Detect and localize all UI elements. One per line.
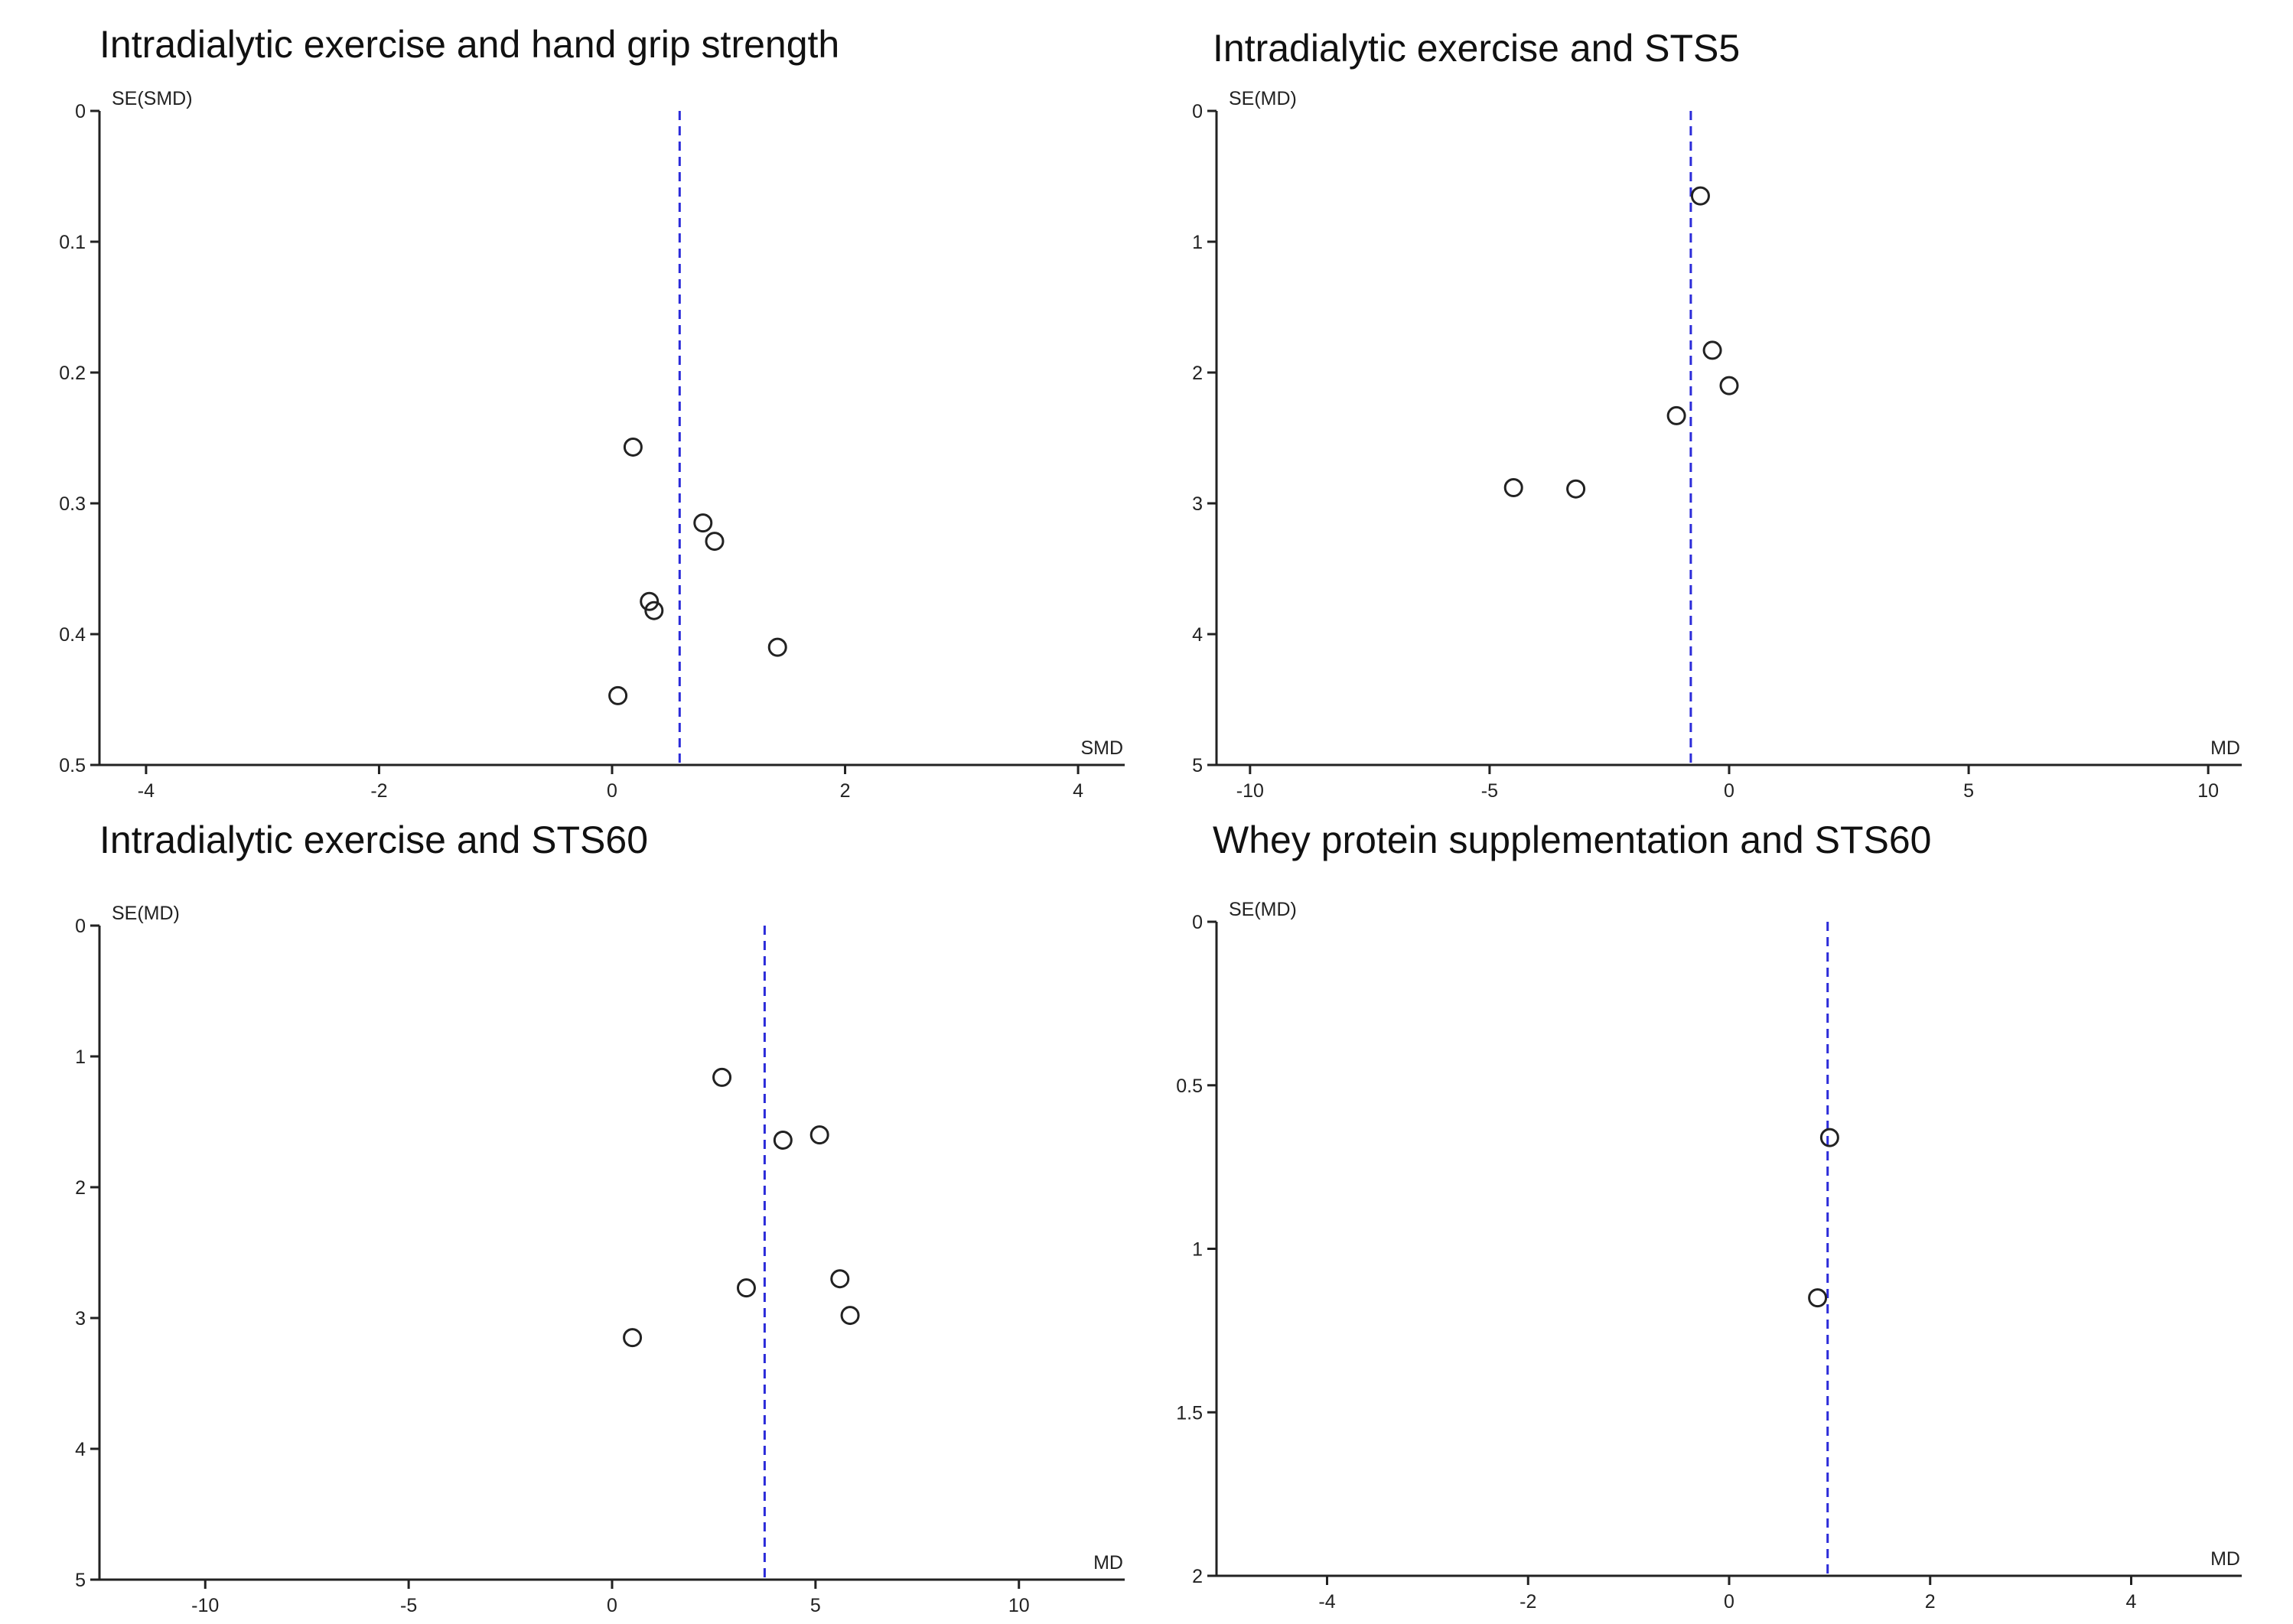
- study-point-1: [623, 437, 643, 457]
- study-point-3: [705, 532, 725, 552]
- study-point-1: [1690, 186, 1710, 206]
- x-tick-label: 0: [1724, 1591, 1734, 1613]
- y-tick-label: 0.1: [59, 232, 86, 253]
- x-tick-label: -10: [1236, 780, 1264, 802]
- study-point-2: [1808, 1288, 1828, 1308]
- x-axis-label: MD: [2210, 737, 2240, 759]
- y-tick-label: 2: [75, 1177, 86, 1199]
- study-point-1: [1819, 1128, 1839, 1147]
- y-axis-label: SE(MD): [1229, 88, 1297, 109]
- y-tick-label: 0: [1192, 912, 1203, 933]
- y-tick-label: 1: [1192, 232, 1203, 253]
- study-point-2: [1702, 340, 1722, 360]
- x-tick-label: 10: [1008, 1595, 1030, 1616]
- x-tick-label: -2: [370, 780, 387, 802]
- y-tick-label: 0.2: [59, 363, 86, 384]
- y-tick-label: 1: [1192, 1239, 1203, 1261]
- y-tick-label: 0.3: [59, 493, 86, 515]
- y-axis-label: SE(MD): [1229, 899, 1297, 920]
- study-point-4: [830, 1269, 850, 1289]
- study-point-3: [1719, 376, 1739, 395]
- x-tick-label: 0: [607, 780, 617, 802]
- y-tick-label: 2: [1192, 1566, 1203, 1587]
- study-point-7: [608, 685, 628, 705]
- x-tick-label: -2: [1519, 1591, 1536, 1613]
- x-tick-label: 0: [1724, 780, 1734, 802]
- panel-title: Whey protein supplementation and STS60: [1213, 819, 1931, 861]
- y-tick-label: 0: [1192, 101, 1203, 122]
- study-point-4: [640, 591, 660, 611]
- study-point-5: [736, 1278, 756, 1298]
- x-tick-label: 2: [1925, 1591, 1936, 1613]
- x-tick-label: -4: [1318, 1591, 1335, 1613]
- panel-title: Intradialytic exercise and hand grip str…: [99, 23, 839, 66]
- x-tick-label: -4: [138, 780, 155, 802]
- study-point-2: [693, 513, 713, 533]
- study-point-6: [767, 637, 787, 657]
- y-tick-label: 2: [1192, 363, 1203, 384]
- y-tick-label: 5: [1192, 755, 1203, 776]
- study-point-6: [840, 1306, 860, 1326]
- x-tick-label: -5: [400, 1595, 417, 1616]
- panel-title: Intradialytic exercise and STS5: [1213, 27, 1740, 70]
- x-axis-label: MD: [2210, 1548, 2240, 1570]
- x-tick-label: 5: [1963, 780, 1974, 802]
- study-point-5: [1503, 477, 1523, 497]
- y-tick-label: 3: [75, 1308, 86, 1329]
- y-tick-label: 1.5: [1176, 1402, 1203, 1424]
- y-axis-label: SE(MD): [112, 903, 180, 924]
- funnel-panel-4: Whey protein supplementation and STS60 0 0…: [1176, 819, 2242, 1613]
- funnel-panel-3: Intradialytic exercise and STS60 0 1 2 3 4 5 -1…: [75, 819, 1125, 1616]
- study-point-3: [773, 1130, 793, 1150]
- y-tick-label: 0.4: [59, 624, 86, 646]
- y-tick-label: 0: [75, 101, 86, 122]
- panel-title: Intradialytic exercise and STS60: [99, 819, 648, 861]
- y-tick-label: 0.5: [1176, 1076, 1203, 1097]
- funnel-panel-2: Intradialytic exercise and STS5 0 1 2 3 4 5 -10…: [1192, 27, 2242, 802]
- y-tick-label: 5: [75, 1570, 86, 1591]
- study-point-7: [623, 1328, 643, 1348]
- study-point-5: [644, 600, 664, 620]
- funnel-panel-1: Intradialytic exercise and hand grip str…: [59, 23, 1125, 802]
- study-point-2: [809, 1125, 829, 1145]
- y-tick-label: 3: [1192, 493, 1203, 515]
- x-tick-label: 2: [840, 780, 851, 802]
- study-point-6: [1566, 479, 1586, 499]
- x-axis-label: SMD: [1080, 737, 1123, 759]
- x-tick-label: 4: [2126, 1591, 2137, 1613]
- x-axis-label: MD: [1093, 1552, 1123, 1574]
- y-axis-label: SE(SMD): [112, 88, 193, 109]
- study-point-4: [1666, 405, 1686, 425]
- y-tick-label: 1: [75, 1046, 86, 1068]
- study-point-1: [712, 1067, 732, 1087]
- x-tick-label: 10: [2197, 780, 2219, 802]
- x-tick-label: -10: [191, 1595, 219, 1616]
- y-tick-label: 4: [75, 1439, 86, 1460]
- y-tick-label: 4: [1192, 624, 1203, 646]
- funnel-plot-panels: Intradialytic exercise and hand grip str…: [59, 23, 2242, 1616]
- x-tick-label: 5: [810, 1595, 821, 1616]
- x-tick-label: 0: [607, 1595, 617, 1616]
- y-tick-label: 0: [75, 916, 86, 937]
- x-tick-label: 4: [1073, 780, 1083, 802]
- y-tick-label: 0.5: [59, 755, 86, 776]
- x-tick-label: -5: [1481, 780, 1498, 802]
